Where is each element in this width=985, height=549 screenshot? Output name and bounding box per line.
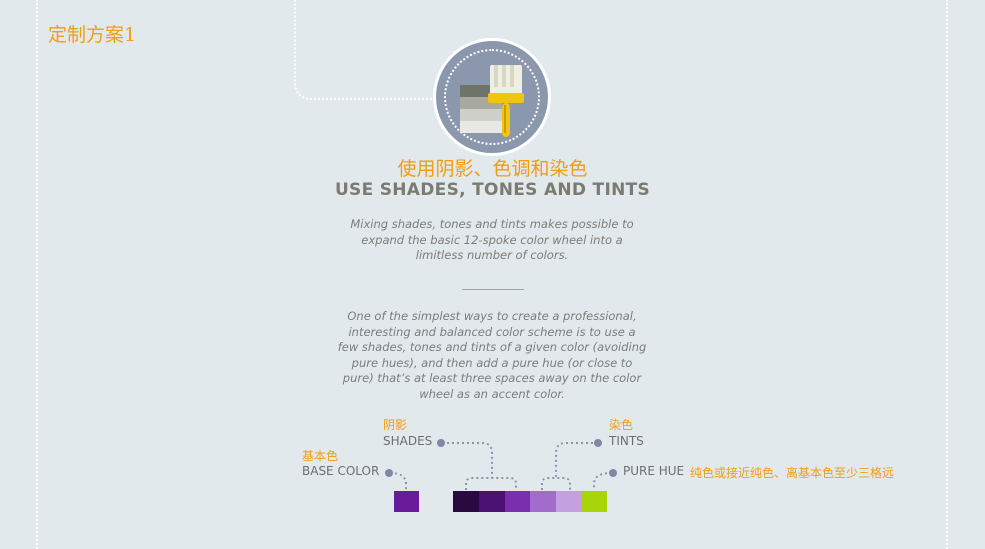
shades-label-en: SHADES (383, 434, 433, 448)
body-line: few shades, tones and tints of a given c… (337, 340, 647, 354)
heading-cn: 使用阴影、色调和染色 (397, 158, 588, 180)
shade-swatch-1 (453, 491, 479, 512)
base-color-swatch (394, 491, 419, 512)
paint-brush-swatches-icon (433, 38, 551, 156)
tints-label-cn: 染色 (609, 418, 634, 432)
tag-title: 定制方案1 (48, 24, 137, 46)
right-dotted-border (946, 0, 948, 549)
shades-marker-dot (437, 439, 445, 447)
tints-marker-dot (594, 439, 602, 447)
body-line: interesting and balanced color scheme is… (348, 324, 636, 339)
tints-label-en: TINTS (609, 434, 644, 448)
intro-line: limitless number of colors. (415, 248, 569, 262)
pure-hue-label-cn: 纯色或接近纯色、离基本色至少三格远 (690, 466, 895, 480)
body-paragraph: One of the simplest ways to create a pro… (332, 309, 652, 402)
connector-dotted-line (294, 0, 456, 100)
heading-en: USE SHADES, TONES AND TINTS (334, 180, 651, 200)
base-color-label-en: BASE COLOR (302, 464, 380, 478)
intro-line: Mixing shades, tones and tints makes pos… (350, 217, 634, 231)
shade-swatch-2 (479, 491, 505, 512)
pure-hue-label-en: PURE HUE (623, 464, 685, 478)
base-color-label-cn: 基本色 (302, 449, 339, 463)
intro-line: expand the basic 12-spoke color wheel in… (361, 232, 623, 247)
pure-hue-swatch (582, 491, 607, 512)
base-color-marker-dot (385, 469, 393, 477)
tint-swatch-2 (556, 491, 582, 512)
tint-swatch-1 (530, 491, 556, 512)
left-dotted-border (36, 0, 38, 549)
body-line: pure) that’s at least three spaces away … (342, 371, 642, 385)
shade-swatch-3 (505, 491, 530, 512)
body-line: pure hues), and then add a pure hue (or … (351, 355, 633, 370)
intro-paragraph: Mixing shades, tones and tints makes pos… (332, 217, 652, 264)
pure-hue-marker-dot (609, 469, 617, 477)
shades-label-cn: 阴影 (383, 418, 408, 432)
body-line: wheel as an accent color. (419, 386, 565, 401)
section-divider (462, 289, 524, 290)
body-line: One of the simplest ways to create a pro… (347, 309, 637, 323)
